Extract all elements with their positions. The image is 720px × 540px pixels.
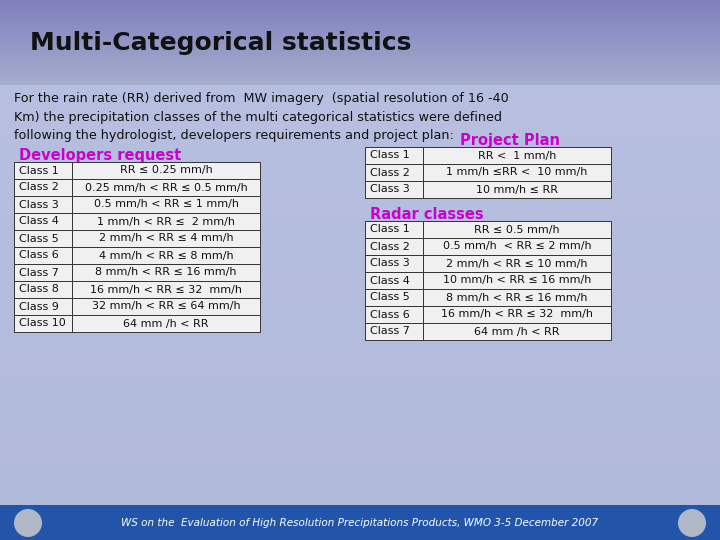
Text: Class 3: Class 3 xyxy=(370,185,410,194)
Text: 2 mm/h < RR ≤ 4 mm/h: 2 mm/h < RR ≤ 4 mm/h xyxy=(99,233,233,244)
Text: WS on the  Evaluation of High Resolution Precipitations Products, WMO 3-5 Decemb: WS on the Evaluation of High Resolution … xyxy=(122,518,598,528)
Text: 8 mm/h < RR ≤ 16 mm/h: 8 mm/h < RR ≤ 16 mm/h xyxy=(446,293,588,302)
Text: Class 9: Class 9 xyxy=(19,301,59,312)
Text: 2 mm/h < RR ≤ 10 mm/h: 2 mm/h < RR ≤ 10 mm/h xyxy=(446,259,588,268)
Text: Class 3: Class 3 xyxy=(19,199,59,210)
FancyBboxPatch shape xyxy=(423,306,611,323)
Text: Class 2: Class 2 xyxy=(370,167,410,178)
FancyBboxPatch shape xyxy=(14,281,72,298)
FancyBboxPatch shape xyxy=(365,323,423,340)
Text: 16 mm/h < RR ≤ 32  mm/h: 16 mm/h < RR ≤ 32 mm/h xyxy=(441,309,593,320)
Text: Class 7: Class 7 xyxy=(370,327,410,336)
Text: Class 7: Class 7 xyxy=(19,267,59,278)
FancyBboxPatch shape xyxy=(423,323,611,340)
FancyBboxPatch shape xyxy=(14,247,72,264)
Text: Class 8: Class 8 xyxy=(19,285,59,294)
FancyBboxPatch shape xyxy=(72,179,260,196)
FancyBboxPatch shape xyxy=(365,147,423,164)
Text: RR ≤ 0.25 mm/h: RR ≤ 0.25 mm/h xyxy=(120,165,212,176)
FancyBboxPatch shape xyxy=(423,181,611,198)
Text: Developers request: Developers request xyxy=(19,148,181,163)
FancyBboxPatch shape xyxy=(365,289,423,306)
Text: Multi-Categorical statistics: Multi-Categorical statistics xyxy=(30,31,411,55)
FancyBboxPatch shape xyxy=(14,213,72,230)
Text: RR ≤ 0.5 mm/h: RR ≤ 0.5 mm/h xyxy=(474,225,560,234)
Text: Class 5: Class 5 xyxy=(370,293,410,302)
Text: Class 1: Class 1 xyxy=(19,165,59,176)
Text: Class 4: Class 4 xyxy=(370,275,410,286)
FancyBboxPatch shape xyxy=(72,298,260,315)
Text: 1 mm/h ≤RR <  10 mm/h: 1 mm/h ≤RR < 10 mm/h xyxy=(446,167,588,178)
Text: Class 4: Class 4 xyxy=(19,217,59,226)
FancyBboxPatch shape xyxy=(14,264,72,281)
FancyBboxPatch shape xyxy=(423,255,611,272)
FancyBboxPatch shape xyxy=(14,298,72,315)
Text: Class 6: Class 6 xyxy=(370,309,410,320)
FancyBboxPatch shape xyxy=(365,238,423,255)
FancyBboxPatch shape xyxy=(365,164,423,181)
Circle shape xyxy=(678,509,706,537)
Circle shape xyxy=(14,509,42,537)
FancyBboxPatch shape xyxy=(72,264,260,281)
FancyBboxPatch shape xyxy=(365,221,423,238)
Text: Class 5: Class 5 xyxy=(19,233,59,244)
Text: For the rain rate (RR) derived from  MW imagery  (spatial resolution of 16 -40
K: For the rain rate (RR) derived from MW i… xyxy=(14,92,509,142)
Text: 4 mm/h < RR ≤ 8 mm/h: 4 mm/h < RR ≤ 8 mm/h xyxy=(99,251,233,260)
Text: 0.5 mm/h  < RR ≤ 2 mm/h: 0.5 mm/h < RR ≤ 2 mm/h xyxy=(443,241,591,252)
Text: Radar classes: Radar classes xyxy=(370,207,484,222)
FancyBboxPatch shape xyxy=(14,230,72,247)
Text: 0.25 mm/h < RR ≤ 0.5 mm/h: 0.25 mm/h < RR ≤ 0.5 mm/h xyxy=(85,183,248,192)
Text: Class 2: Class 2 xyxy=(19,183,59,192)
Text: 8 mm/h < RR ≤ 16 mm/h: 8 mm/h < RR ≤ 16 mm/h xyxy=(95,267,237,278)
FancyBboxPatch shape xyxy=(365,255,423,272)
Text: Class 3: Class 3 xyxy=(370,259,410,268)
Text: 16 mm/h < RR ≤ 32  mm/h: 16 mm/h < RR ≤ 32 mm/h xyxy=(90,285,242,294)
FancyBboxPatch shape xyxy=(365,272,423,289)
Text: RR <  1 mm/h: RR < 1 mm/h xyxy=(478,151,556,160)
FancyBboxPatch shape xyxy=(72,196,260,213)
Text: 10 mm/h < RR ≤ 16 mm/h: 10 mm/h < RR ≤ 16 mm/h xyxy=(443,275,591,286)
FancyBboxPatch shape xyxy=(14,196,72,213)
FancyBboxPatch shape xyxy=(423,147,611,164)
FancyBboxPatch shape xyxy=(72,213,260,230)
FancyBboxPatch shape xyxy=(365,306,423,323)
Text: Class 1: Class 1 xyxy=(370,151,410,160)
Text: 0.5 mm/h < RR ≤ 1 mm/h: 0.5 mm/h < RR ≤ 1 mm/h xyxy=(94,199,238,210)
FancyBboxPatch shape xyxy=(423,221,611,238)
FancyBboxPatch shape xyxy=(423,289,611,306)
FancyBboxPatch shape xyxy=(0,0,720,85)
FancyBboxPatch shape xyxy=(423,272,611,289)
FancyBboxPatch shape xyxy=(14,179,72,196)
FancyBboxPatch shape xyxy=(14,162,72,179)
Text: Class 10: Class 10 xyxy=(19,319,66,328)
Text: 32 mm/h < RR ≤ 64 mm/h: 32 mm/h < RR ≤ 64 mm/h xyxy=(91,301,240,312)
FancyBboxPatch shape xyxy=(14,315,72,332)
FancyBboxPatch shape xyxy=(0,505,720,540)
Text: 64 mm /h < RR: 64 mm /h < RR xyxy=(123,319,209,328)
Text: Class 2: Class 2 xyxy=(370,241,410,252)
FancyBboxPatch shape xyxy=(72,247,260,264)
Text: 64 mm /h < RR: 64 mm /h < RR xyxy=(474,327,559,336)
FancyBboxPatch shape xyxy=(72,281,260,298)
FancyBboxPatch shape xyxy=(72,315,260,332)
FancyBboxPatch shape xyxy=(0,85,720,505)
Text: 10 mm/h ≤ RR: 10 mm/h ≤ RR xyxy=(476,185,558,194)
FancyBboxPatch shape xyxy=(423,164,611,181)
FancyBboxPatch shape xyxy=(365,181,423,198)
Text: Class 1: Class 1 xyxy=(370,225,410,234)
FancyBboxPatch shape xyxy=(72,230,260,247)
Text: Project Plan: Project Plan xyxy=(460,133,560,148)
Text: 1 mm/h < RR ≤  2 mm/h: 1 mm/h < RR ≤ 2 mm/h xyxy=(97,217,235,226)
Text: Class 6: Class 6 xyxy=(19,251,59,260)
FancyBboxPatch shape xyxy=(423,238,611,255)
FancyBboxPatch shape xyxy=(72,162,260,179)
